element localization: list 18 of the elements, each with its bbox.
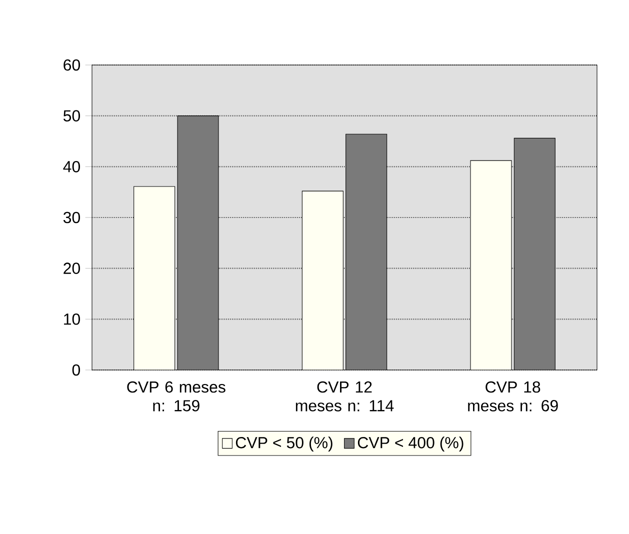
x-tick-label: CVP 12 meses n: 114 xyxy=(296,381,394,412)
x-tick-label: CVP 6 meses n: 159 xyxy=(127,381,226,412)
y-tick-label: 30 xyxy=(63,212,80,224)
legend-label: CVP < 400 (%) xyxy=(358,436,464,452)
bar xyxy=(470,160,512,370)
y-tick-label: 60 xyxy=(64,59,80,71)
legend-label: CVP < 50 (%) xyxy=(236,436,332,452)
bar xyxy=(346,134,388,370)
y-tick-label: 50 xyxy=(63,110,80,122)
y-tick-label: 40 xyxy=(63,161,80,172)
bar xyxy=(134,186,176,370)
y-tick-label: 0 xyxy=(72,364,80,376)
y-tick-label: 20 xyxy=(64,262,80,274)
x-tick-label: CVP 18 meses n: 69 xyxy=(468,381,558,412)
bar xyxy=(514,138,556,370)
y-tick-label: 10 xyxy=(64,313,80,325)
bar xyxy=(302,190,344,370)
bar xyxy=(177,116,219,370)
